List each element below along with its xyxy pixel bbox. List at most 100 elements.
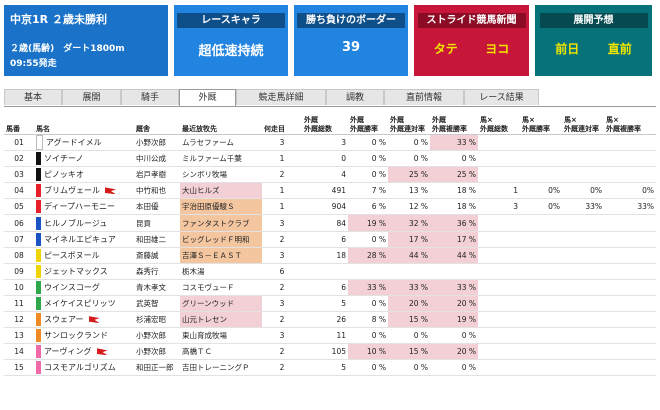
col-run-count[interactable]: 何走目 [262,112,302,135]
col-recent-farm[interactable]: 最近放牧先 [180,112,262,135]
horse-name[interactable]: ソイチーノ [44,154,84,164]
horse-name[interactable]: ディープハーモニー [44,202,115,212]
horse-farm-stat-4 [604,166,656,184]
col-horse-farm-win[interactable]: 馬× 外厩勝率 [520,112,562,135]
horse-name-cell[interactable]: ディープハーモニー [34,198,134,216]
table-row[interactable]: 08 ピースボヌール 斎藤誠 吉澤Ｓ－ＥＡＳＴ 3 18 28 % 44 % 44 % [4,247,656,264]
horse-name-cell[interactable]: ピースボヌール [34,247,134,264]
tab-outside-stable[interactable]: 外厩 [179,89,236,106]
farm-stat-2: 7 % [348,182,388,200]
col-horse-farm-quinella[interactable]: 馬× 外厩連対率 [562,112,604,135]
table-row[interactable]: 13 サンロックランド 小野次郎 東山育成牧場 3 11 0 % 0 % 0 % [4,327,656,345]
post-color-bar [36,361,41,375]
just-before-link[interactable]: 直前 [607,42,632,56]
race-character-label: レースキャラ [177,13,285,28]
horse-farm-stat-3 [562,279,604,296]
horse-name-cell[interactable]: アーヴィング [34,343,134,361]
farm-stat-2 [348,263,388,280]
horse-name[interactable]: コスモアルゴリズム [44,363,116,373]
horse-name[interactable]: スウェアー [44,315,84,325]
horse-name-cell[interactable]: ブリムヴェール [34,182,134,200]
table-row[interactable]: 14 アーヴィング 小野次郎 高橋ＴＣ 2 105 10 % 15 % 20 % [4,343,656,361]
col-number[interactable]: 馬番 [4,112,34,135]
horse-farm-stat-1 [478,166,520,184]
horse-name[interactable]: メイケイスピリッツ [44,298,116,308]
table-header: 馬番 馬名 厩舎 最近放牧先 何走目 外厩 外厩総数 外厩 外厩勝率 外厩 外厩… [4,112,656,135]
table-row[interactable]: 11 メイケイスピリッツ 武英智 グリーンウッド 3 5 0 % 20 % 20 % [4,295,656,313]
tab-race-result[interactable]: レース結果 [464,89,539,105]
col-horse-farm-total[interactable]: 馬× 外厩総数 [478,112,520,135]
stride-newspaper-label: ストライド競馬新聞 [417,13,526,28]
horse-farm-stat-4 [604,134,656,152]
farm-stat-2: 0 % [348,134,388,152]
tab-latest-info[interactable]: 直前情報 [384,89,464,105]
col-farm-quinella[interactable]: 外厩 外厩連対率 [388,112,430,135]
horse-name-cell[interactable]: ソイチーノ [34,150,134,168]
post-color-bar [36,345,41,359]
horse-name-cell[interactable]: アグードイメル [34,134,134,152]
horse-farm-stat-1 [478,134,520,152]
table-row[interactable]: 12 スウェアー 杉浦宏昭 山元トレセン 2 26 8 % 15 % 19 % [4,311,656,329]
table-row[interactable]: 01 アグードイメル 小野次郎 ムラセファーム 3 3 0 % 0 % 33 % [4,134,656,152]
farm-stat-1: 105 [302,343,348,361]
horizontal-link[interactable]: ヨコ [485,42,510,56]
horse-farm-stat-4 [604,343,656,361]
post-color-bar [36,264,41,278]
farm-stat-1: 5 [302,359,348,377]
col-horse-farm-place[interactable]: 馬× 外厩複勝率 [604,112,656,135]
table-row[interactable]: 05 ディープハーモニー 本田優 宇治田原優駿Ｓ 1 904 6 % 12 % 18 % 3 0% 3… [4,198,656,216]
table-row[interactable]: 09 ジェットマックス 森秀行 栃木湯 6 [4,263,656,280]
horse-number: 04 [4,182,34,200]
col-horse-name[interactable]: 馬名 [34,112,134,135]
horse-name-cell[interactable]: コスモアルゴリズム [34,359,134,377]
horse-name-cell[interactable]: マイネルエピキュア [34,231,134,248]
table-row[interactable]: 06 ヒルノブルージュ 昆貢 ファンタストクラブ 3 84 19 % 32 % 36 % [4,214,656,232]
vertical-link[interactable]: タテ [433,42,458,56]
run-count: 3 [262,295,302,313]
horse-name[interactable]: ピースボヌール [44,250,100,260]
table-row[interactable]: 15 コスモアルゴリズム 和田正一郎 吉田トレーニングＰ 2 5 0 % 0 % 0 % [4,359,656,377]
horse-name[interactable]: サンロックランド [44,331,108,341]
horse-name[interactable]: マイネルエピキュア [44,234,116,244]
horse-name[interactable]: ウインスコーグ [44,282,100,292]
table-row[interactable]: 03 ピノッキオ 岩戸孝樹 シンボリ牧場 2 4 0 % 25 % 25 % [4,166,656,184]
horse-number: 08 [4,247,34,264]
col-trainer[interactable]: 厩舎 [134,112,180,135]
border-label: 勝ち負けのボーダー [297,13,405,28]
horse-name-cell[interactable]: ジェットマックス [34,263,134,280]
recent-farm: コスモヴューＦ [180,279,262,296]
previous-day-link[interactable]: 前日 [555,42,580,56]
horse-name[interactable]: アグードイメル [46,138,102,148]
horse-name[interactable]: ヒルノブルージュ [44,218,108,228]
horse-name-cell[interactable]: ウインスコーグ [34,279,134,296]
horse-name[interactable]: ブリムヴェール [44,186,100,196]
horse-number: 11 [4,295,34,313]
horse-name-cell[interactable]: サンロックランド [34,327,134,345]
table-row[interactable]: 10 ウインスコーグ 青木孝文 コスモヴューＦ 2 6 33 % 33 % 33 % [4,279,656,296]
tab-horse-detail[interactable]: 競走馬詳細 [236,89,326,105]
horse-name-cell[interactable]: スウェアー [34,311,134,329]
farm-stat-1: 84 [302,214,348,232]
table-row[interactable]: 02 ソイチーノ 中川公成 ミルファーム千葉 1 0 0 % 0 % 0 % [4,150,656,168]
horse-name[interactable]: ジェットマックス [44,266,108,276]
post-color-bar [36,329,41,343]
horse-name[interactable]: ピノッキオ [44,170,84,180]
farm-stat-2: 19 % [348,214,388,232]
col-farm-win[interactable]: 外厩 外厩勝率 [348,112,388,135]
red-flag-icon [105,187,116,195]
horse-name-cell[interactable]: メイケイスピリッツ [34,295,134,313]
farm-stat-1: 26 [302,311,348,329]
farm-stat-1: 0 [302,150,348,168]
table-row[interactable]: 07 マイネルエピキュア 和田雄二 ビッグレッドＦ明和 2 6 0 % 17 % 17 % [4,231,656,248]
tab-basic[interactable]: 基本 [4,89,62,105]
tab-pace[interactable]: 展開 [62,89,121,105]
col-farm-place[interactable]: 外厩 外厩複勝率 [430,112,478,135]
table-row[interactable]: 04 ブリムヴェール 中竹和也 大山ヒルズ 1 491 7 % 13 % 18 % 1 0% 0% 0% [4,182,656,200]
horse-name[interactable]: アーヴィング [44,347,92,357]
horse-name-cell[interactable]: ピノッキオ [34,166,134,184]
tab-training[interactable]: 調教 [326,89,384,105]
col-farm-total[interactable]: 外厩 外厩総数 [302,112,348,135]
tab-jockey[interactable]: 騎手 [121,89,179,105]
horse-farm-stat-4 [604,231,656,248]
horse-name-cell[interactable]: ヒルノブルージュ [34,214,134,232]
